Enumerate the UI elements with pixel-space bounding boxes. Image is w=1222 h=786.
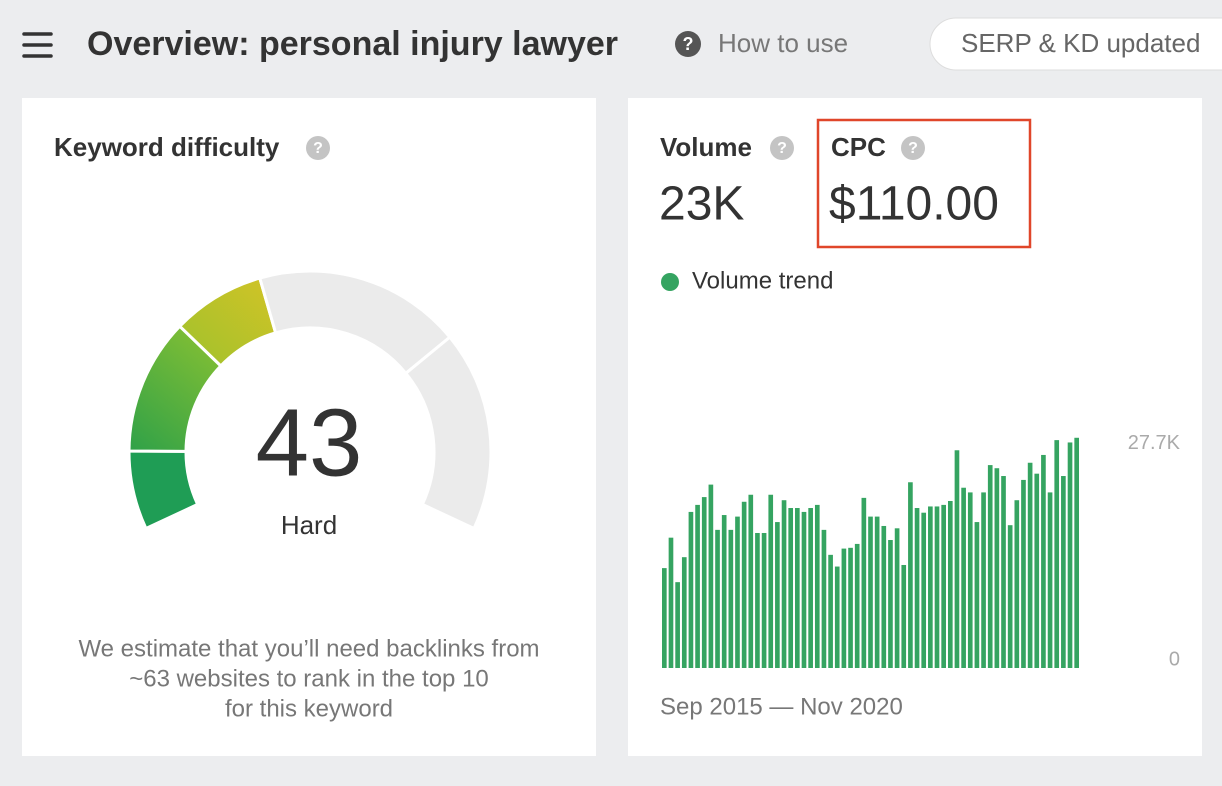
- bar: [808, 508, 813, 668]
- bar: [967, 492, 973, 668]
- help-icon[interactable]: [675, 31, 701, 57]
- bar: [681, 557, 687, 668]
- update-badge-text: SERP & KD updated: [961, 28, 1200, 58]
- bar: [755, 532, 760, 668]
- bar: [868, 516, 873, 668]
- bar: [768, 494, 774, 668]
- update-badge[interactable]: [929, 17, 1222, 71]
- help-icon-glyph: ?: [313, 140, 323, 157]
- bar: [881, 525, 887, 668]
- help-icon-glyph: ?: [777, 140, 787, 157]
- volume-chart: 0 27.7K: [661, 432, 1181, 670]
- bar: [901, 564, 907, 668]
- cpc-value: $110.00: [829, 178, 999, 231]
- bar: [814, 504, 820, 668]
- page-title: Overview: personal injury lawyer: [87, 25, 618, 63]
- kd-gauge: [127, 269, 493, 531]
- y-tick-label: 0: [1169, 648, 1180, 670]
- kd-card: [22, 98, 596, 756]
- bar: [1021, 479, 1026, 668]
- bar: [894, 528, 900, 668]
- bar: [1034, 473, 1040, 668]
- bar: [908, 482, 913, 668]
- bar: [795, 508, 800, 668]
- help-icon[interactable]: [901, 136, 925, 160]
- bar: [708, 484, 714, 668]
- bar: [974, 522, 980, 668]
- bar: [1041, 454, 1046, 668]
- highlight-box: [816, 118, 1032, 249]
- bar: [914, 508, 920, 668]
- bar: [715, 529, 720, 668]
- bar: [788, 508, 794, 668]
- bar: [834, 566, 840, 668]
- bar: [661, 568, 667, 668]
- bar: [1074, 437, 1080, 668]
- bar: [728, 529, 734, 668]
- bar: [775, 522, 780, 668]
- x-range-label: Sep 2015 — Nov 2020: [660, 693, 903, 720]
- bar: [994, 468, 1000, 668]
- kd-label: Keyword difficulty: [54, 132, 280, 162]
- kd-description: We estimate that you’ll need backlinks f…: [78, 635, 539, 662]
- bar: [947, 500, 953, 668]
- cpc-label: CPC: [831, 132, 886, 162]
- legend-label: Volume trend: [692, 267, 833, 294]
- bar: [934, 506, 940, 668]
- y-tick-label: 27.7K: [1128, 432, 1181, 454]
- bar: [1027, 462, 1033, 668]
- bar: [701, 497, 707, 668]
- bar: [688, 511, 694, 668]
- bar: [848, 547, 853, 668]
- bar: [1014, 500, 1020, 668]
- bar: [941, 504, 946, 668]
- bar: [987, 465, 993, 668]
- bar: [748, 494, 754, 668]
- bar: [841, 548, 847, 668]
- bar: [854, 543, 860, 668]
- kd-score: 43: [256, 389, 363, 496]
- bar: [721, 515, 727, 668]
- help-icon-glyph: ?: [908, 140, 918, 157]
- bar: [1007, 525, 1013, 668]
- kd-description: for this keyword: [225, 695, 393, 722]
- bar: [761, 532, 767, 668]
- bar: [888, 540, 893, 668]
- bar: [741, 501, 747, 668]
- bar: [668, 537, 674, 668]
- bar: [861, 497, 867, 668]
- legend-swatch: [661, 273, 679, 291]
- kd-description: ~63 websites to rank in the top 10: [129, 665, 489, 692]
- bar: [1067, 442, 1073, 668]
- kd-score-label: Hard: [281, 510, 337, 540]
- bar: [781, 500, 787, 668]
- menu-icon[interactable]: [22, 32, 53, 58]
- volume-label: Volume: [660, 132, 752, 162]
- help-icon[interactable]: [770, 136, 794, 160]
- bar: [928, 506, 933, 668]
- gauge-track: [403, 335, 493, 531]
- bar: [828, 554, 833, 668]
- bar: [981, 492, 986, 668]
- bar: [921, 512, 927, 668]
- bar: [1047, 492, 1053, 668]
- bar: [735, 516, 740, 668]
- bar: [821, 529, 827, 668]
- bar: [874, 516, 880, 668]
- bar: [675, 582, 680, 668]
- bar: [961, 487, 966, 668]
- help-icon[interactable]: [306, 136, 330, 160]
- bar: [801, 511, 807, 668]
- how-to-use-link[interactable]: How to use: [718, 28, 848, 58]
- bar: [1001, 476, 1006, 668]
- bar: [954, 450, 960, 668]
- help-icon-glyph: ?: [683, 34, 694, 54]
- bar: [1061, 476, 1066, 668]
- volume-value: 23K: [659, 178, 744, 231]
- bar: [695, 504, 700, 668]
- bar: [1054, 440, 1060, 668]
